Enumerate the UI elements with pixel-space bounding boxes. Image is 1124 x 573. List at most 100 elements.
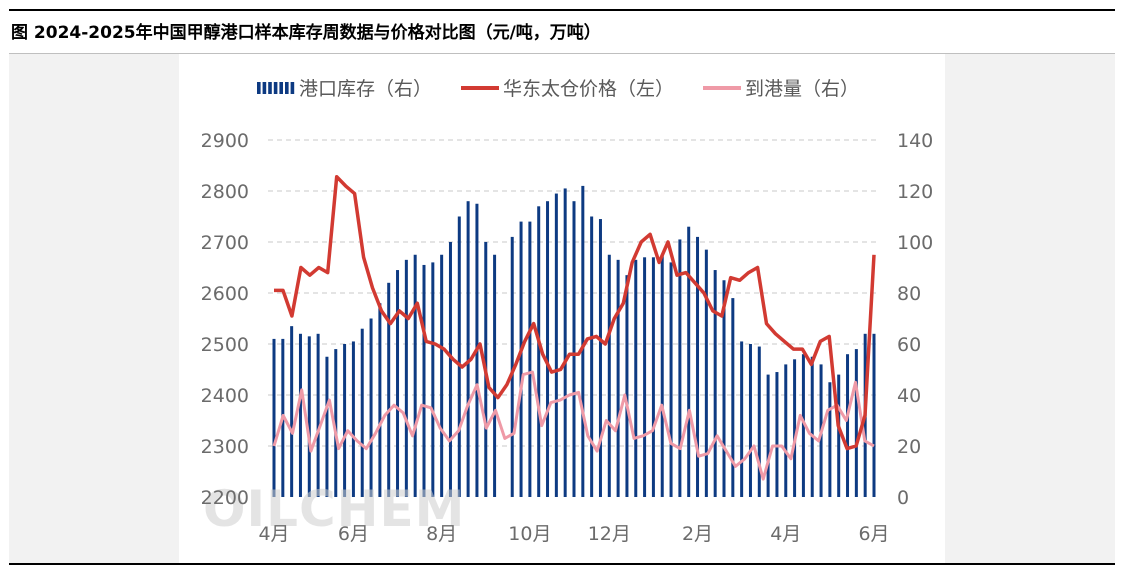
legend-item: 港口库存（右） — [257, 78, 432, 100]
inventory-bar — [343, 344, 347, 497]
inventory-bar — [440, 254, 444, 497]
inventory-bar — [422, 264, 426, 497]
inventory-bar — [854, 349, 858, 497]
inventory-bar — [625, 275, 629, 497]
inventory-bar — [404, 259, 408, 497]
inventory-bar — [413, 254, 417, 497]
inventory-bar — [554, 193, 558, 498]
inventory-bar — [651, 257, 655, 497]
inventory-bar — [351, 341, 355, 497]
inventory-bar — [581, 185, 585, 497]
right-axis-tick: 40 — [897, 385, 921, 407]
inventory-bar — [793, 359, 797, 497]
inventory-bar — [696, 236, 700, 497]
right-axis-tick: 80 — [897, 283, 921, 305]
inventory-bar — [872, 333, 876, 497]
legend-label: 华东太仓价格（左） — [503, 78, 674, 100]
left-axis-tick: 2600 — [201, 283, 249, 305]
x-axis-tick: 4月 — [258, 523, 289, 545]
left-axis-tick: 2400 — [201, 385, 249, 407]
inventory-bar — [784, 364, 788, 497]
inventory-bar — [590, 216, 594, 497]
legend-label: 到港量（右） — [745, 78, 859, 100]
inventory-bar — [837, 374, 841, 497]
inventory-bar — [598, 219, 602, 498]
inventory-bar — [828, 382, 832, 497]
inventory-bar — [740, 341, 744, 497]
inventory-bar — [607, 254, 611, 497]
line-series — [272, 174, 876, 481]
inventory-bar — [369, 318, 373, 497]
inventory-bar — [846, 354, 850, 497]
legend-swatch-bars — [257, 82, 295, 94]
inventory-bar — [448, 242, 452, 497]
inventory-bar — [519, 221, 523, 497]
right-axis-tick: 0 — [897, 487, 909, 509]
right-axis-tick: 20 — [897, 436, 921, 458]
inventory-bar — [387, 282, 391, 497]
left-axis-tick: 2900 — [201, 130, 249, 152]
inventory-bar — [775, 372, 779, 497]
arrivals-line — [272, 370, 875, 481]
inventory-bar — [272, 338, 276, 497]
inventory-bar — [493, 254, 497, 497]
left-axis-tick: 2800 — [201, 181, 249, 203]
left-margin-panel — [9, 54, 179, 563]
inventory-bar — [757, 346, 761, 497]
legend: 港口库存（右） 华东太仓价格（左） 到港量（右） — [257, 78, 859, 100]
inventory-bar — [563, 188, 567, 497]
inventory-bar — [431, 262, 435, 497]
inventory-bar — [731, 298, 735, 497]
inventory-bar — [510, 236, 514, 497]
bottom-rule — [9, 563, 1115, 565]
inventory-bar — [713, 270, 717, 497]
right-axis-tick: 140 — [897, 130, 933, 152]
x-axis-tick: 6月 — [338, 523, 369, 545]
x-axis-tick: 12月 — [588, 523, 631, 545]
inventory-bar — [748, 344, 752, 497]
x-axis-tick: 4月 — [770, 523, 801, 545]
left-axis-tick: 2500 — [201, 334, 249, 356]
inventory-bar — [325, 356, 329, 497]
inventory-bar — [669, 262, 673, 497]
inventory-bar — [298, 333, 302, 497]
inventory-bar — [378, 303, 382, 497]
right-axis-tick: 60 — [897, 334, 921, 356]
legend-item: 到港量（右） — [703, 78, 859, 100]
right-margin-panel — [945, 54, 1115, 563]
left-axis-tick: 2700 — [201, 232, 249, 254]
inventory-bar — [528, 221, 532, 497]
inventory-bar — [722, 280, 726, 497]
inventory-bar — [810, 356, 814, 497]
x-axis-tick: 8月 — [426, 523, 457, 545]
right-axis-tick: 120 — [897, 181, 933, 203]
x-axis-tick: 6月 — [858, 523, 889, 545]
inventory-bar — [307, 336, 311, 497]
inventory-bars — [272, 185, 876, 498]
chart-area: OILCHEM 2200 2300 2400 2500 2600 2700 2800 2900… — [201, 78, 934, 545]
inventory-bar — [801, 354, 805, 497]
legend-item: 华东太仓价格（左） — [461, 78, 674, 100]
inventory-bar — [660, 254, 664, 497]
inventory-bar — [316, 333, 320, 497]
inventory-bar — [572, 201, 576, 497]
left-axis-tick: 2300 — [201, 436, 249, 458]
chart-title: 图 2024-2025年中国甲醇港口样本库存周数据与价格对比图（元/吨，万吨） — [11, 23, 601, 43]
inventory-bar — [687, 226, 691, 497]
price-line — [274, 174, 876, 451]
inventory-bar — [546, 201, 550, 497]
top-rule — [9, 9, 1115, 11]
x-axis-tick: 2月 — [682, 523, 713, 545]
inventory-bar — [360, 328, 364, 497]
inventory-bar — [396, 270, 400, 497]
right-axis-tick: 100 — [897, 232, 933, 254]
axes: 2200 2300 2400 2500 2600 2700 2800 2900 0 20 40 60 8… — [201, 130, 934, 545]
inventory-bar — [290, 326, 294, 497]
inventory-bar — [766, 374, 770, 497]
inventory-bar — [457, 216, 461, 497]
inventory-bar — [616, 259, 620, 497]
title-divider — [9, 53, 1115, 54]
inventory-bar — [466, 201, 470, 497]
inventory-bar — [634, 259, 638, 497]
inventory-bar — [334, 349, 338, 497]
